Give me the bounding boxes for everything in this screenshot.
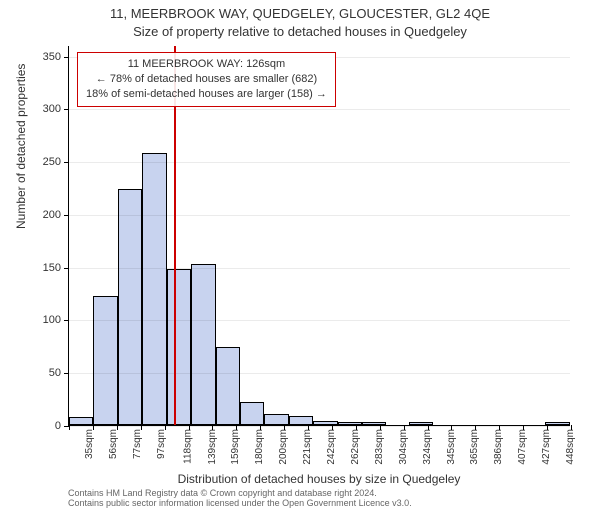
y-tick	[64, 373, 69, 374]
x-tick-label: 386sqm	[493, 429, 504, 465]
x-tick	[404, 425, 405, 430]
x-tick-label: 221sqm	[302, 429, 313, 465]
x-tick-label: 56sqm	[108, 429, 119, 459]
chart-title: 11, MEERBROOK WAY, QUEDGELEY, GLOUCESTER…	[0, 6, 600, 21]
bar	[409, 422, 433, 425]
bar	[118, 189, 142, 425]
y-tick-label: 200	[43, 209, 61, 221]
x-tick-label: 262sqm	[350, 429, 361, 465]
footnote-text: Contains HM Land Registry data © Crown c…	[68, 488, 412, 508]
y-tick-label: 100	[43, 314, 61, 326]
x-tick-label: 242sqm	[326, 429, 337, 465]
bar	[289, 416, 313, 426]
x-tick-label: 304sqm	[398, 429, 409, 465]
x-tick-label: 200sqm	[278, 429, 289, 465]
x-tick	[475, 425, 476, 430]
x-tick-label: 159sqm	[230, 429, 241, 465]
y-tick	[64, 268, 69, 269]
y-tick	[64, 320, 69, 321]
x-tick	[284, 425, 285, 430]
x-tick-label: 97sqm	[156, 429, 167, 459]
annotation-line: ← 78% of detached houses are smaller (68…	[86, 72, 327, 87]
bar	[69, 417, 93, 425]
gridline	[69, 109, 570, 110]
bar	[142, 153, 166, 425]
x-tick-label: 77sqm	[132, 429, 143, 459]
gridline	[69, 268, 570, 269]
y-axis-title: Number of detached properties	[14, 64, 28, 229]
x-tick	[380, 425, 381, 430]
x-tick-label: 324sqm	[421, 429, 432, 465]
x-tick	[189, 425, 190, 430]
footnote: Contains HM Land Registry data © Crown c…	[68, 488, 412, 508]
y-tick	[64, 57, 69, 58]
x-tick-label: 180sqm	[254, 429, 265, 465]
x-tick-label: 345sqm	[445, 429, 456, 465]
y-tick	[64, 215, 69, 216]
x-tick	[523, 425, 524, 430]
y-tick-label: 50	[49, 367, 61, 379]
bar	[216, 347, 240, 425]
x-tick	[260, 425, 261, 430]
y-tick	[64, 109, 69, 110]
x-tick-label: 427sqm	[541, 429, 552, 465]
x-tick-label: 448sqm	[565, 429, 576, 465]
bar	[362, 422, 386, 425]
annotation-line: 18% of semi-detached houses are larger (…	[86, 87, 327, 102]
bar	[93, 296, 117, 425]
x-tick	[212, 425, 213, 430]
x-tick	[93, 425, 94, 430]
y-tick-label: 250	[43, 156, 61, 168]
x-tick-label: 283sqm	[374, 429, 385, 465]
x-tick	[165, 425, 166, 430]
gridline	[69, 162, 570, 163]
x-tick-label: 139sqm	[206, 429, 217, 465]
plot-area: 05010015020025030035035sqm56sqm77sqm97sq…	[68, 46, 570, 426]
x-tick	[117, 425, 118, 430]
x-tick	[332, 425, 333, 430]
bar	[338, 422, 362, 425]
y-tick-label: 300	[43, 103, 61, 115]
chart-subtitle: Size of property relative to detached ho…	[0, 24, 600, 39]
x-tick-label: 365sqm	[469, 429, 480, 465]
gridline	[69, 215, 570, 216]
chart-container: 11, MEERBROOK WAY, QUEDGELEY, GLOUCESTER…	[0, 0, 600, 500]
bar	[264, 414, 288, 425]
x-tick	[451, 425, 452, 430]
x-tick	[547, 425, 548, 430]
y-tick-label: 350	[43, 51, 61, 63]
y-tick	[64, 162, 69, 163]
bar	[313, 421, 337, 425]
bar	[191, 264, 215, 426]
x-tick	[571, 425, 572, 430]
x-tick	[141, 425, 142, 430]
y-tick-label: 150	[43, 262, 61, 274]
gridline	[69, 320, 570, 321]
bar	[167, 269, 191, 425]
x-tick-label: 35sqm	[84, 429, 95, 459]
x-tick	[356, 425, 357, 430]
gridline	[69, 426, 570, 427]
x-tick-label: 118sqm	[182, 429, 193, 464]
x-tick	[499, 425, 500, 430]
y-tick-label: 0	[55, 420, 61, 432]
bar	[545, 422, 569, 425]
x-tick	[69, 425, 70, 430]
x-tick	[308, 425, 309, 430]
x-tick	[236, 425, 237, 430]
bar	[240, 402, 264, 425]
x-tick-label: 407sqm	[517, 429, 528, 465]
annotation-box: 11 MEERBROOK WAY: 126sqm← 78% of detache…	[77, 52, 336, 107]
x-axis-title: Distribution of detached houses by size …	[68, 472, 570, 486]
x-tick	[428, 425, 429, 430]
annotation-line: 11 MEERBROOK WAY: 126sqm	[86, 57, 327, 72]
gridline	[69, 373, 570, 374]
